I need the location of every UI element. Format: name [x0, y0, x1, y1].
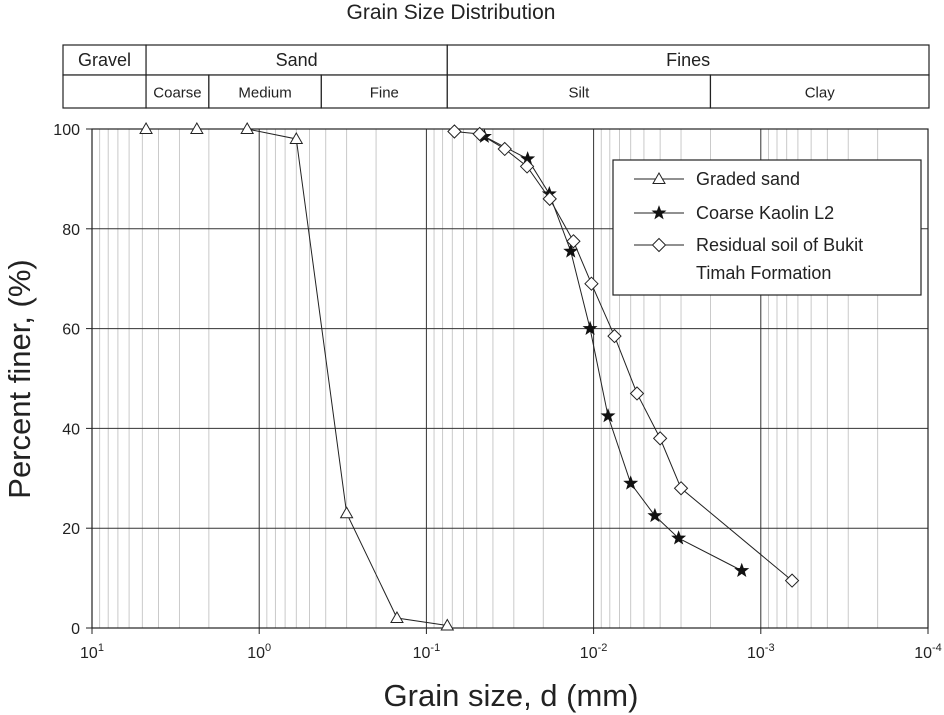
- data-point: [390, 611, 404, 624]
- data-point: [447, 124, 462, 139]
- data-point: [623, 475, 639, 490]
- class-gravel: Gravel: [62, 44, 147, 76]
- data-point: [440, 618, 455, 631]
- legend-label: Coarse Kaolin L2: [696, 203, 834, 223]
- class-cell-border: [208, 74, 322, 109]
- class-cell-label: Fines: [666, 50, 710, 70]
- data-point: [673, 481, 689, 496]
- x-tick-label: 10-2: [580, 642, 608, 662]
- data-point: [542, 191, 557, 207]
- soil-classification-table: Gravel Sand Fines Coarse Medium Fine Silt Clay: [62, 44, 930, 109]
- data-point: [584, 276, 599, 291]
- data-point: [189, 121, 204, 134]
- x-axis: 101 100 10-1 10-2 10-3 10-4: [80, 628, 942, 662]
- data-point: [582, 320, 598, 335]
- legend-label: Residual soil of Bukit: [696, 235, 863, 255]
- class-cell-border: [62, 44, 147, 76]
- y-tick-label: 80: [62, 222, 80, 239]
- data-point: [240, 121, 255, 134]
- series-3: [447, 124, 800, 588]
- legend: Graded sand Coarse Kaolin L2 Residual soil…: [612, 159, 922, 296]
- legend-marker: [651, 205, 667, 220]
- plot-frame: [91, 128, 929, 629]
- x-tick-label: 10-1: [413, 642, 441, 662]
- series-line: [484, 136, 742, 572]
- subclass-coarse: Coarse: [145, 74, 210, 109]
- y-tick-label: 20: [62, 521, 80, 538]
- subclass-clay: Clay: [709, 74, 930, 109]
- x-tick-label: 101: [80, 642, 104, 662]
- data-point: [629, 386, 645, 401]
- x-tick-label: 100: [247, 642, 271, 662]
- legend-label: Graded sand: [696, 169, 800, 189]
- series-1: [139, 121, 455, 631]
- data-point: [652, 431, 668, 446]
- legend-item-1: Graded sand: [634, 169, 800, 189]
- legend-marker: [652, 171, 666, 184]
- class-cell-label: Sand: [276, 50, 318, 70]
- class-cell-border: [145, 44, 448, 76]
- y-axis-label: Percent finer, (%): [2, 259, 37, 498]
- data-point: [472, 126, 487, 142]
- subclass-fine: Fine: [320, 74, 448, 109]
- data-point: [734, 562, 750, 577]
- data-point: [519, 159, 535, 174]
- data-point: [139, 121, 153, 134]
- x-tick-label: 10-3: [747, 642, 775, 662]
- data-point: [671, 530, 687, 545]
- class-cell-border: [446, 74, 712, 109]
- data-point: [784, 573, 800, 588]
- legend-item-2: Coarse Kaolin L2: [634, 203, 834, 223]
- minor-grid: [99, 129, 879, 628]
- class-sand: Sand: [145, 44, 448, 76]
- legend-item-3: Residual soil of Bukit Timah Formation: [634, 235, 863, 283]
- class-fines: Fines: [446, 44, 930, 76]
- class-cell-label: Medium: [238, 85, 291, 102]
- data-point: [563, 243, 579, 258]
- x-tick-label: 10-4: [914, 642, 942, 662]
- y-tick-label: 0: [71, 621, 80, 638]
- class-cell-label: Fine: [370, 85, 399, 102]
- data-point: [566, 234, 581, 249]
- chart-title: Grain Size Distribution: [347, 1, 556, 24]
- x-axis-label: Grain size, d (mm): [384, 678, 639, 713]
- series-layer: [139, 121, 800, 631]
- class-cell-label: Silt: [568, 85, 590, 102]
- class-cell-border: [320, 74, 448, 109]
- data-point: [289, 131, 304, 144]
- data-point: [339, 506, 354, 519]
- class-cell-label: Gravel: [78, 50, 131, 70]
- subclass-blank: [62, 74, 147, 109]
- data-point: [607, 328, 622, 344]
- data-point: [497, 141, 512, 157]
- class-cell-border: [62, 74, 147, 109]
- legend-marker: [651, 237, 667, 253]
- data-point: [647, 507, 663, 523]
- legend-label: Timah Formation: [696, 263, 831, 283]
- class-cell-label: Coarse: [153, 85, 201, 102]
- class-cell-label: Clay: [805, 85, 836, 102]
- data-point: [600, 408, 616, 423]
- y-axis: 0 20 40 60 80 100: [53, 122, 92, 638]
- subclass-silt: Silt: [446, 74, 712, 109]
- y-tick-label: 100: [53, 122, 80, 139]
- y-tick-label: 40: [62, 421, 80, 438]
- class-cell-border: [709, 74, 930, 109]
- subclass-medium: Medium: [208, 74, 322, 109]
- series-2: [476, 128, 750, 577]
- y-tick-label: 60: [62, 322, 80, 339]
- class-cell-border: [446, 44, 930, 76]
